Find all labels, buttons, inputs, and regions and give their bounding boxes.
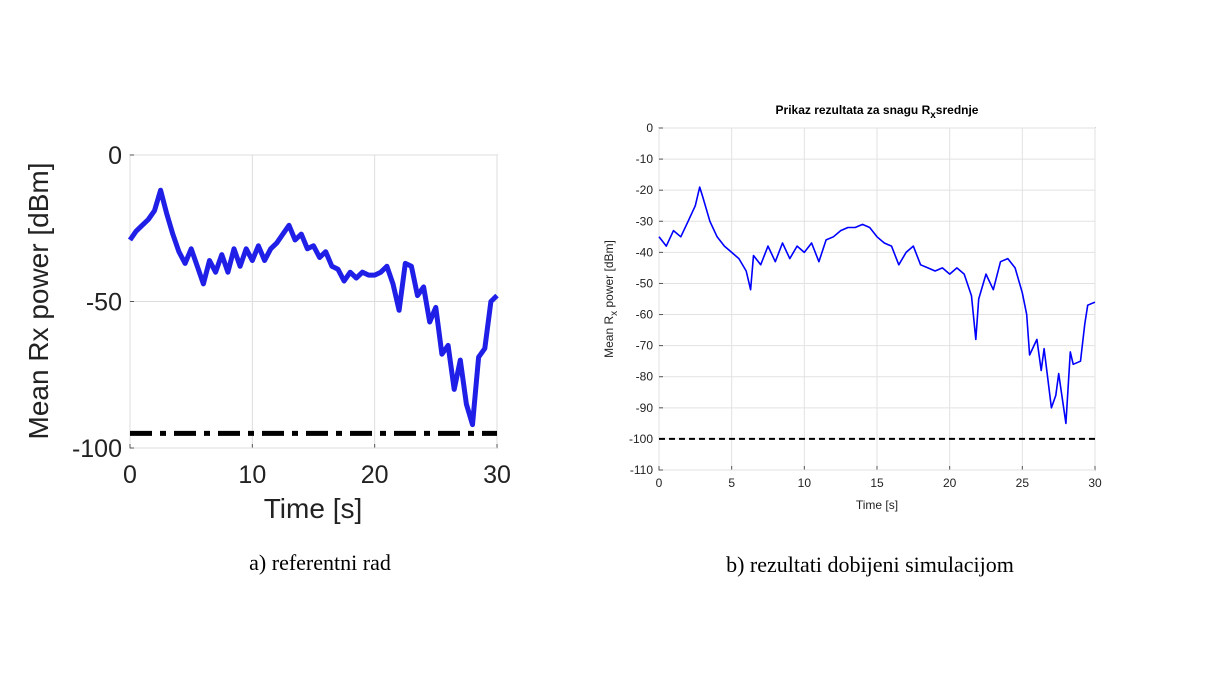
chart-b-y-tick-label: -30: [636, 214, 654, 228]
chart-b-y-tick-label: 0: [646, 121, 653, 135]
chart-b-y-tick-label: -50: [636, 276, 654, 290]
chart-b-y-tick-label: -20: [636, 183, 654, 197]
chart-b-y-tick-label: -40: [636, 245, 654, 259]
chart-b-series: [658, 186, 1096, 440]
chart-a: 0 10 20 30 0 -50 -100 Time [s] Mean Rx power […: [23, 142, 511, 575]
chart-a-grid: [129, 154, 498, 449]
chart-b-title: Prikaz rezultata za snagu Rxsrednje: [776, 103, 979, 121]
chart-a-series: [127, 187, 499, 436]
chart-b-x-tick-label: 0: [656, 476, 663, 490]
chart-a-x-tick-label: 10: [238, 461, 266, 489]
chart-b-x-tick-label: 15: [870, 476, 884, 490]
chart-b-tick-labels: 0 5 10 15 20 25 30 0 -10 -20 -30 -40 -50 -60 -70 -80 -90…: [629, 121, 1102, 490]
chart-b: 0 5 10 15 20 25 30 0 -10 -20 -30 -40 -50 -60 -70 -80 -90…: [602, 103, 1102, 577]
chart-a-y-tick-label: 0: [108, 142, 122, 170]
chart-b-x-tick-label: 20: [943, 476, 957, 490]
chart-a-power-line: [127, 187, 499, 428]
chart-a-tick-labels: 0 10 20 30 0 -50 -100: [72, 142, 511, 489]
chart-a-x-tick-label: 20: [361, 461, 389, 489]
chart-b-caption: b) rezultati dobijeni simulacijom: [726, 552, 1014, 577]
chart-a-x-axis-label: Time [s]: [264, 493, 363, 524]
chart-b-x-tick-label: 10: [798, 476, 812, 490]
chart-a-caption: a) referentni rad: [249, 550, 391, 575]
chart-b-y-tick-label: -110: [630, 463, 653, 477]
chart-b-y-tick-label: -10: [636, 152, 654, 166]
chart-a-x-tick-label: 30: [483, 461, 511, 489]
chart-b-y-tick-label: -60: [636, 308, 654, 322]
chart-b-x-tick-label: 25: [1016, 476, 1030, 490]
chart-a-y-axis-label: Mean Rx power [dBm]: [23, 163, 54, 440]
chart-b-y-tick-label: -100: [629, 432, 653, 446]
chart-b-y-axis-label: Mean Rx power [dBm]: [602, 240, 620, 358]
chart-a-x-tick-label: 0: [123, 461, 137, 489]
chart-a-y-tick-label: -50: [86, 289, 122, 317]
chart-b-x-axis-label: Time [s]: [856, 498, 898, 512]
chart-b-x-tick-label: 5: [728, 476, 735, 490]
chart-b-y-tick-label: -80: [636, 370, 654, 384]
chart-a-y-tick-label: -100: [72, 435, 122, 463]
chart-b-power-line: [658, 186, 1096, 425]
chart-b-x-tick-label: 30: [1088, 476, 1102, 490]
chart-b-y-tick-label: -90: [636, 401, 654, 415]
chart-b-grid: [658, 127, 1096, 471]
chart-b-y-tick-label: -70: [636, 339, 654, 353]
